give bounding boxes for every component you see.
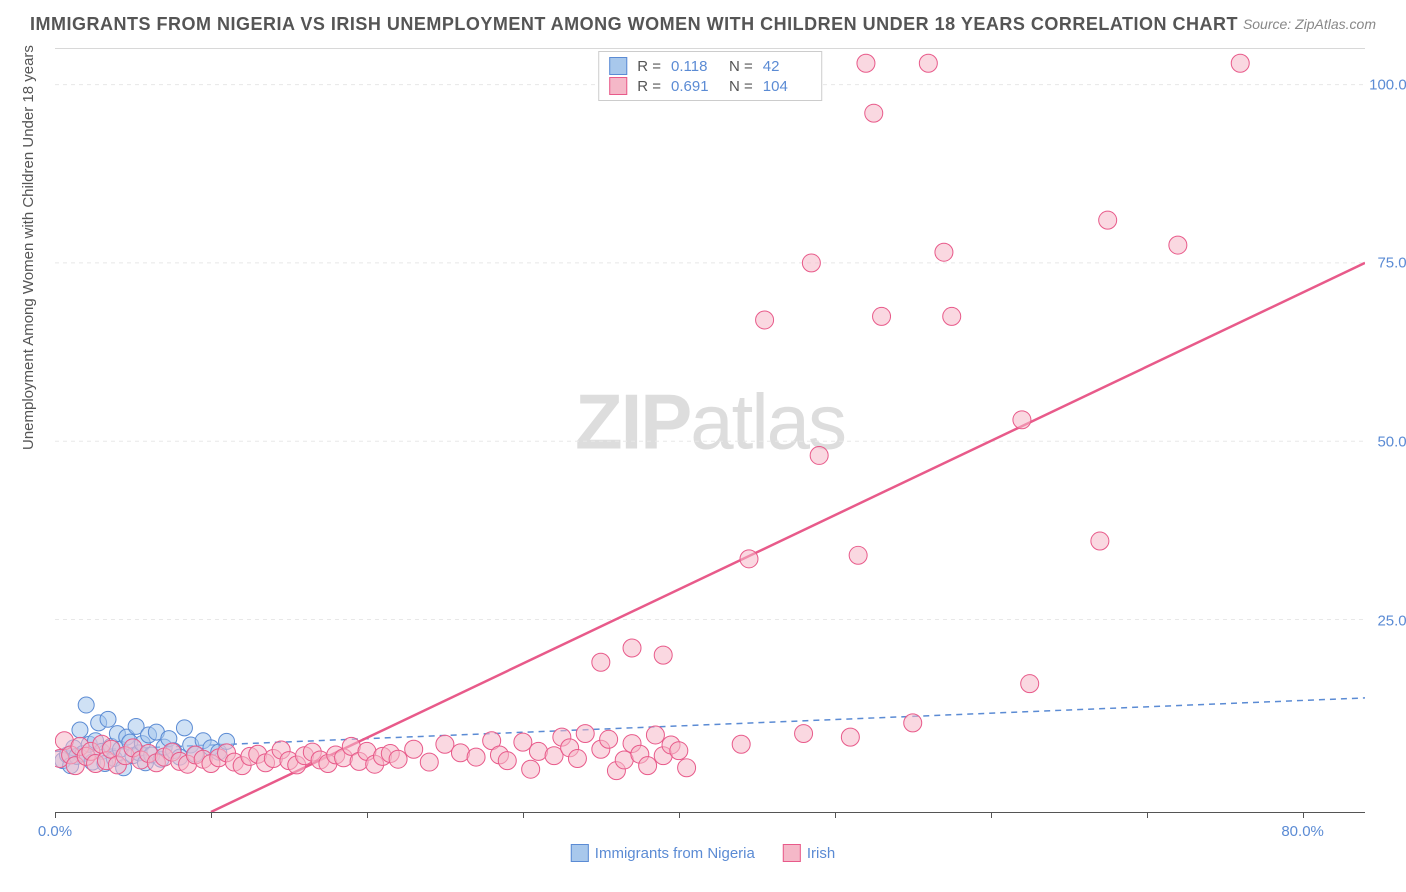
legend-row-nigeria: R = 0.118 N = 42	[609, 56, 811, 76]
correlation-legend: R = 0.118 N = 42 R = 0.691 N = 104	[598, 51, 822, 101]
n-label: N =	[729, 58, 753, 75]
r-value-irish: 0.691	[671, 78, 719, 95]
x-tick	[991, 812, 992, 818]
legend-row-irish: R = 0.691 N = 104	[609, 76, 811, 96]
swatch-irish	[783, 844, 801, 862]
x-tick	[211, 812, 212, 818]
n-value-irish: 104	[763, 78, 811, 95]
series-legend: Immigrants from Nigeria Irish	[571, 844, 835, 862]
x-tick	[523, 812, 524, 818]
legend-item-nigeria: Immigrants from Nigeria	[571, 844, 755, 862]
x-tick	[367, 812, 368, 818]
swatch-nigeria	[571, 844, 589, 862]
x-tick-label: 80.0%	[1281, 823, 1324, 840]
legend-label-irish: Irish	[807, 845, 835, 862]
x-tick	[1303, 812, 1304, 818]
chart-title: IMMIGRANTS FROM NIGERIA VS IRISH UNEMPLO…	[30, 14, 1238, 35]
y-tick-label: 100.0%	[1369, 76, 1406, 93]
swatch-irish	[609, 77, 627, 95]
legend-item-irish: Irish	[783, 844, 835, 862]
x-tick	[679, 812, 680, 818]
y-tick-label: 25.0%	[1377, 612, 1406, 629]
x-tick	[835, 812, 836, 818]
r-label: R =	[637, 58, 661, 75]
x-tick	[1147, 812, 1148, 818]
scatter-svg	[55, 49, 1365, 812]
x-tick	[55, 812, 56, 818]
r-label: R =	[637, 78, 661, 95]
source-attribution: Source: ZipAtlas.com	[1243, 16, 1376, 32]
n-value-nigeria: 42	[763, 58, 811, 75]
x-tick-label: 0.0%	[38, 823, 72, 840]
swatch-nigeria	[609, 57, 627, 75]
y-tick-label: 75.0%	[1377, 255, 1406, 272]
legend-label-nigeria: Immigrants from Nigeria	[595, 845, 755, 862]
chart-plot-area: ZIPatlas R = 0.118 N = 42 R = 0.691 N = …	[55, 48, 1365, 813]
y-axis-label: Unemployment Among Women with Children U…	[20, 45, 37, 450]
n-label: N =	[729, 78, 753, 95]
y-tick-label: 50.0%	[1377, 434, 1406, 451]
r-value-nigeria: 0.118	[671, 58, 719, 75]
